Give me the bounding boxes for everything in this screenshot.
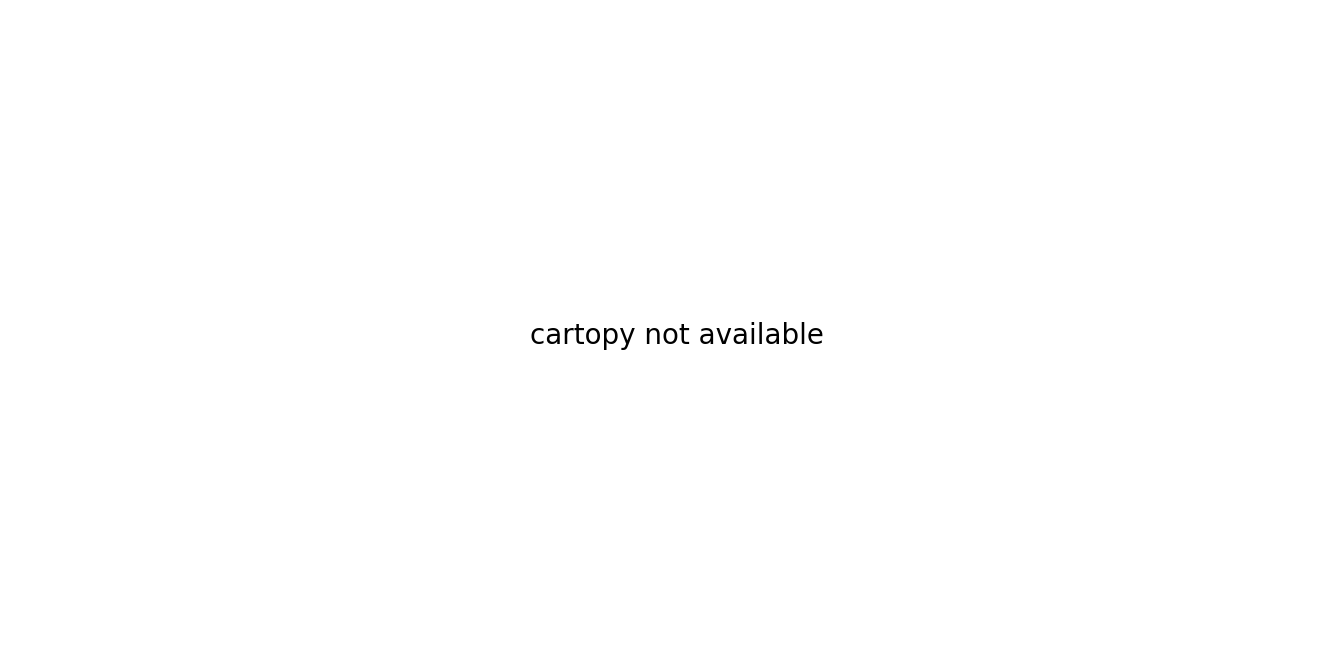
Text: cartopy not available: cartopy not available [529,322,824,350]
